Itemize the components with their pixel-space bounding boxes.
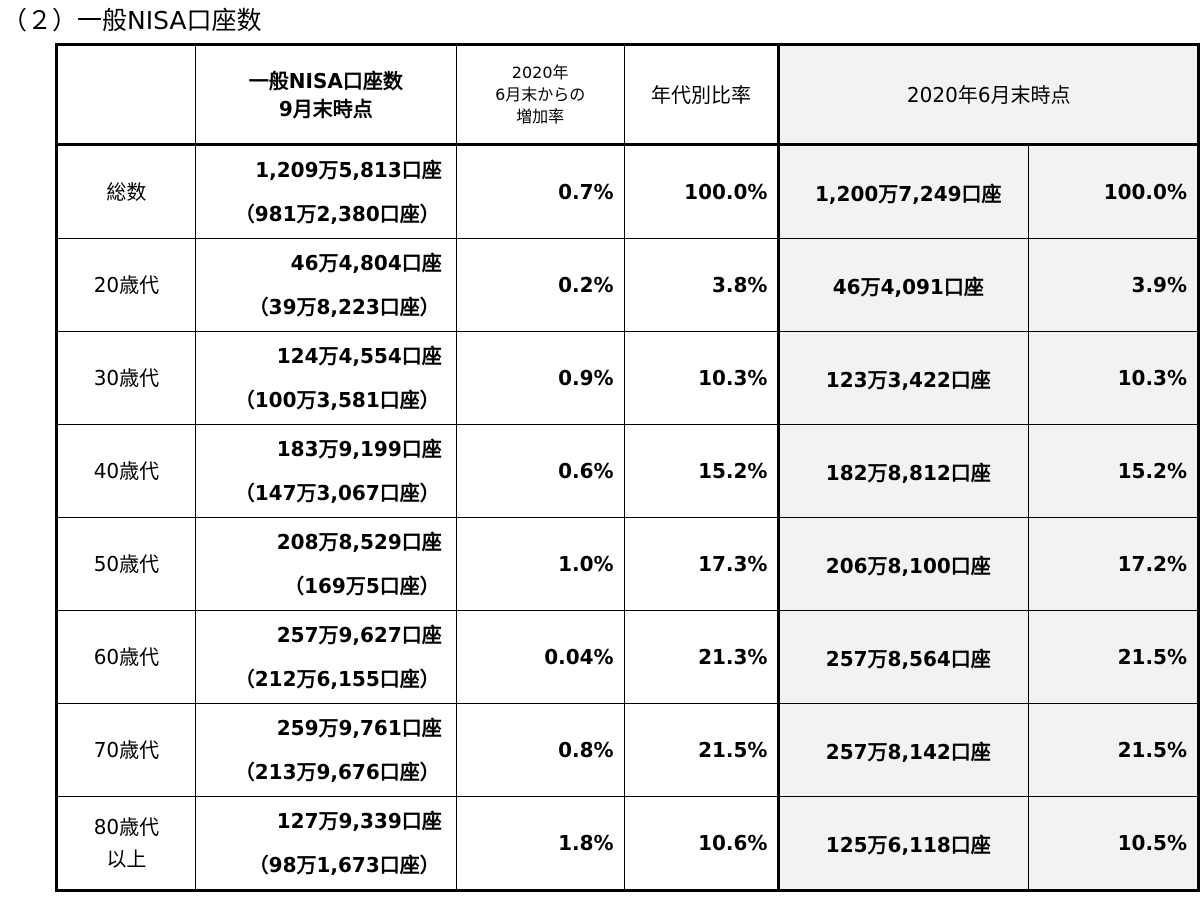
nisa-accounts-table: 一般NISA口座数 9月末時点 2020年 6月末からの 増加率 年代別比率 2… [55, 43, 1200, 892]
age-ratio: 17.3% [623, 517, 780, 611]
row-label-text-2: 以上 [106, 847, 147, 871]
growth-rate: 1.0% [455, 517, 625, 611]
table-row: 70歳代 259万9,761口座 （213万9,676口座） 0.8% 21.5% 257… [55, 703, 1200, 797]
account-count-cell: 259万9,761口座 （213万9,676口座） [194, 703, 457, 797]
section-title: （２）一般NISA口座数 [2, 6, 262, 35]
header-june: 2020年6月末時点 [777, 43, 1200, 146]
row-label-text: 60歳代 [93, 645, 160, 669]
june-age-ratio: 17.2% [1028, 517, 1200, 611]
row-label: 60歳代 [55, 610, 196, 704]
account-count-cell: 257万9,627口座 （212万6,155口座） [194, 610, 457, 704]
header-accounts-line1: 一般NISA口座数 [248, 68, 403, 93]
table-row: 50歳代 208万8,529口座 （169万5口座） 1.0% 17.3% 206万8,1… [55, 517, 1200, 611]
june-account-count: 1,200万7,249口座 [777, 144, 1030, 239]
account-count-previous: （169万5口座） [284, 574, 440, 598]
table-row: 30歳代 124万4,554口座 （100万3,581口座） 0.9% 10.3% 123… [55, 331, 1200, 425]
june-account-count: 257万8,142口座 [777, 703, 1030, 797]
account-count-previous: （147万3,067口座） [234, 481, 440, 505]
june-age-ratio: 21.5% [1028, 703, 1200, 797]
account-count: 127万9,339口座 [276, 809, 442, 833]
table-row: 総数 1,209万5,813口座 （981万2,380口座） 0.7% 100.0% 1,… [55, 144, 1200, 239]
table-row: 20歳代 46万4,804口座 （39万8,223口座） 0.2% 3.8% 46万4,0… [55, 238, 1200, 332]
june-account-count: 257万8,564口座 [777, 610, 1030, 704]
age-ratio: 100.0% [623, 144, 780, 239]
header-june-text: 2020年6月末時点 [906, 82, 1071, 107]
row-label-text: 80歳代 [93, 815, 160, 839]
growth-rate: 1.8% [455, 796, 625, 892]
age-ratio: 21.3% [623, 610, 780, 704]
june-account-count: 123万3,422口座 [777, 331, 1030, 425]
account-count: 183万9,199口座 [276, 437, 442, 461]
growth-rate: 0.7% [455, 144, 625, 239]
growth-rate: 0.04% [455, 610, 625, 704]
age-ratio: 10.6% [623, 796, 780, 892]
age-ratio: 15.2% [623, 424, 780, 518]
account-count-cell: 127万9,339口座 （98万1,673口座） [194, 796, 457, 892]
header-growth-line2: 6月末からの [495, 84, 586, 104]
header-accounts-sep: 一般NISA口座数 9月末時点 [194, 43, 457, 146]
growth-rate: 0.8% [455, 703, 625, 797]
account-count-cell: 208万8,529口座 （169万5口座） [194, 517, 457, 611]
growth-rate: 0.9% [455, 331, 625, 425]
june-age-ratio: 15.2% [1028, 424, 1200, 518]
account-count: 259万9,761口座 [276, 716, 442, 740]
account-count: 46万4,804口座 [290, 251, 442, 275]
account-count-previous: （39万8,223口座） [248, 295, 440, 319]
row-label-text: 50歳代 [93, 552, 160, 576]
age-ratio: 10.3% [623, 331, 780, 425]
row-label-text: 20歳代 [93, 273, 160, 297]
june-age-ratio: 3.9% [1028, 238, 1200, 332]
age-ratio: 21.5% [623, 703, 780, 797]
header-ratio: 年代別比率 [623, 43, 780, 146]
row-label: 総数 [55, 144, 196, 239]
row-label: 70歳代 [55, 703, 196, 797]
table-row: 80歳代 以上 127万9,339口座 （98万1,673口座） 1.8% 10.6% 12… [55, 796, 1200, 892]
age-ratio: 3.8% [623, 238, 780, 332]
table-row: 60歳代 257万9,627口座 （212万6,155口座） 0.04% 21.3% 25… [55, 610, 1200, 704]
row-label: 50歳代 [55, 517, 196, 611]
header-accounts-line2: 9月末時点 [278, 96, 373, 121]
row-label-text: 70歳代 [93, 738, 160, 762]
june-age-ratio: 21.5% [1028, 610, 1200, 704]
header-ratio-text: 年代別比率 [651, 82, 752, 107]
account-count: 124万4,554口座 [276, 344, 442, 368]
account-count: 257万9,627口座 [276, 623, 442, 647]
june-account-count: 206万8,100口座 [777, 517, 1030, 611]
account-count-cell: 46万4,804口座 （39万8,223口座） [194, 238, 457, 332]
row-label-text: 30歳代 [93, 366, 160, 390]
header-growth: 2020年 6月末からの 増加率 [455, 43, 625, 146]
june-account-count: 182万8,812口座 [777, 424, 1030, 518]
growth-rate: 0.2% [455, 238, 625, 332]
account-count-cell: 183万9,199口座 （147万3,067口座） [194, 424, 457, 518]
row-label: 20歳代 [55, 238, 196, 332]
june-age-ratio: 10.5% [1028, 796, 1200, 892]
account-count-previous: （100万3,581口座） [234, 388, 440, 412]
account-count-previous: （98万1,673口座） [248, 853, 440, 877]
header-growth-line3: 増加率 [516, 106, 565, 126]
header-corner-cell [55, 43, 196, 146]
row-label: 40歳代 [55, 424, 196, 518]
june-age-ratio: 10.3% [1028, 331, 1200, 425]
account-count-cell: 1,209万5,813口座 （981万2,380口座） [194, 144, 457, 239]
table-row: 40歳代 183万9,199口座 （147万3,067口座） 0.6% 15.2% 182… [55, 424, 1200, 518]
june-account-count: 46万4,091口座 [777, 238, 1030, 332]
row-label-text: 総数 [106, 180, 147, 204]
row-label: 30歳代 [55, 331, 196, 425]
row-label: 80歳代以上 [55, 796, 196, 892]
header-row: 一般NISA口座数 9月末時点 2020年 6月末からの 増加率 年代別比率 2… [55, 43, 1200, 146]
account-count-previous: （213万9,676口座） [234, 760, 440, 784]
june-age-ratio: 100.0% [1028, 144, 1200, 239]
june-account-count: 125万6,118口座 [777, 796, 1030, 892]
account-count: 1,209万5,813口座 [255, 158, 442, 182]
growth-rate: 0.6% [455, 424, 625, 518]
account-count-previous: （981万2,380口座） [234, 202, 440, 226]
header-growth-line1: 2020年 [511, 62, 569, 82]
account-count: 208万8,529口座 [276, 530, 442, 554]
account-count-previous: （212万6,155口座） [234, 667, 440, 691]
row-label-text: 40歳代 [93, 459, 160, 483]
account-count-cell: 124万4,554口座 （100万3,581口座） [194, 331, 457, 425]
